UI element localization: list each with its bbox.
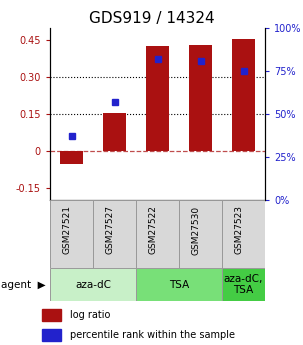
Bar xyxy=(50,200,93,268)
Text: GSM27530: GSM27530 xyxy=(191,205,201,255)
Bar xyxy=(222,200,265,268)
Text: aza-dC,
TSA: aza-dC, TSA xyxy=(224,274,263,295)
Bar xyxy=(93,200,136,268)
Bar xyxy=(103,113,126,151)
Text: TSA: TSA xyxy=(169,279,189,289)
Text: GSM27523: GSM27523 xyxy=(235,205,244,255)
Bar xyxy=(60,151,83,164)
Bar xyxy=(232,39,255,151)
Bar xyxy=(136,268,222,301)
Text: percentile rank within the sample: percentile rank within the sample xyxy=(70,330,235,340)
Text: log ratio: log ratio xyxy=(70,310,110,320)
Bar xyxy=(189,45,212,151)
Bar xyxy=(179,200,222,268)
Bar xyxy=(222,268,265,301)
Text: agent  ▶: agent ▶ xyxy=(2,279,46,289)
Bar xyxy=(42,329,61,342)
Text: GSM27522: GSM27522 xyxy=(148,205,158,254)
Bar xyxy=(146,47,169,151)
Text: aza-dC: aza-dC xyxy=(75,279,111,289)
Bar xyxy=(50,268,136,301)
Text: GSM27521: GSM27521 xyxy=(62,205,72,255)
Text: GSM27527: GSM27527 xyxy=(105,205,115,255)
Text: GDS919 / 14324: GDS919 / 14324 xyxy=(89,11,214,26)
Bar xyxy=(136,200,179,268)
Bar xyxy=(42,309,61,321)
